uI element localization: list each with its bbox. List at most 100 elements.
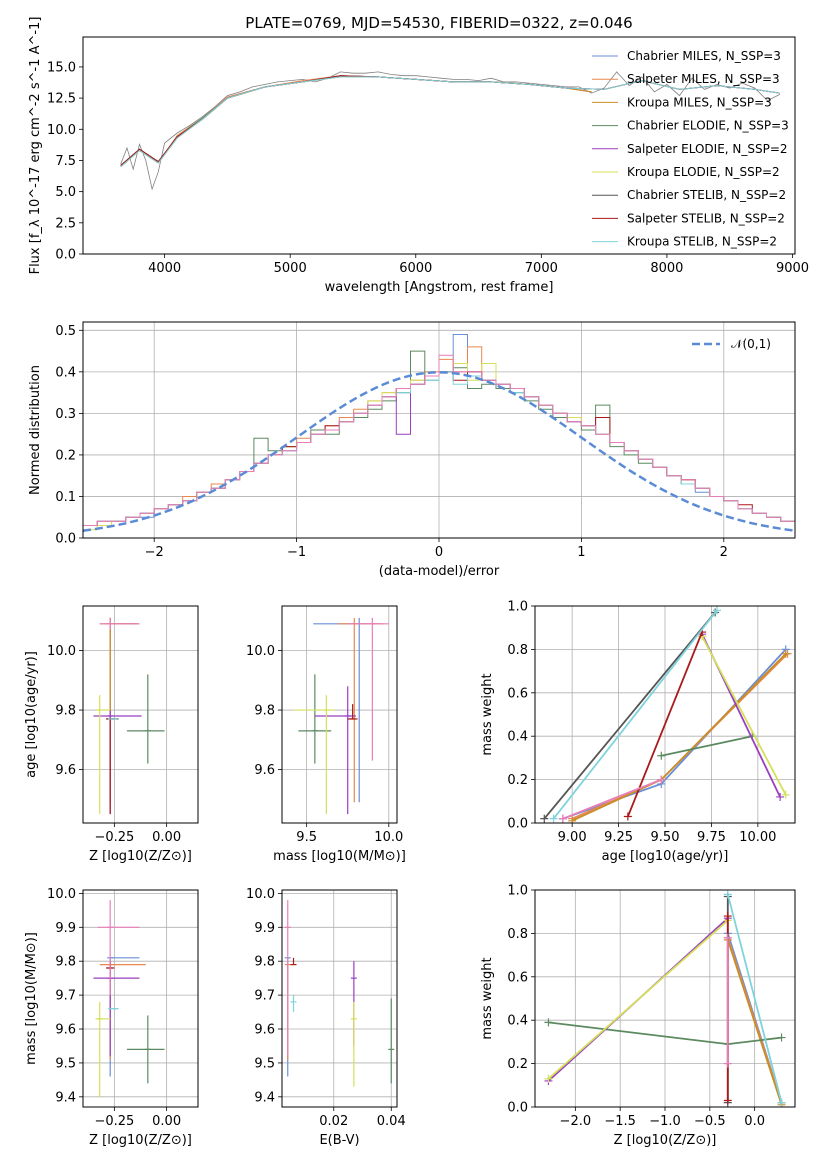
- y-tick-label: 2.5: [55, 216, 76, 231]
- x-axis-label: Z [log10(Z/Z⊙)]: [89, 849, 192, 864]
- model-spectrum-line: [120, 75, 592, 168]
- axes-frame: [82, 321, 796, 539]
- model-spectrum-line: [120, 76, 517, 168]
- weight-line: [701, 635, 787, 796]
- x-tick-label: −1: [287, 545, 306, 560]
- y-tick-label: 0.6: [507, 686, 528, 701]
- axes-weight_vs_Z: −2.0 −1.5 −1.0 −0.5 0.0 0.0 0.2 0.4 0.6 0.8 1.0 Z […: [480, 884, 796, 1148]
- y-tick-label: 0.0: [55, 248, 76, 263]
- chart-title: PLATE=0769, MJD=54530, FIBERID=0322, z=0…: [245, 14, 632, 32]
- y-tick-label: 9.6: [254, 1023, 275, 1038]
- y-tick-label: 9.6: [254, 763, 275, 778]
- y-tick-label: 0.0: [507, 1101, 528, 1116]
- legend-entry: Kroupa MILES, N_SSP=3: [627, 95, 772, 109]
- x-tick-label: −1.0: [649, 1114, 681, 1129]
- weight-line: [547, 919, 729, 1080]
- y-tick-label: 9.4: [254, 1090, 275, 1105]
- y-tick-label: 0.2: [507, 1057, 528, 1072]
- y-tick-label: 9.7: [55, 989, 76, 1004]
- weight-line: [726, 894, 783, 1103]
- x-tick-label: −0.5: [694, 1114, 726, 1129]
- x-tick-label: 9000: [776, 261, 809, 276]
- x-tick-label: 0.00: [152, 830, 181, 845]
- legend-entry: Salpeter STELIB, N_SSP=2: [627, 211, 785, 225]
- x-tick-label: 9.50: [651, 830, 680, 845]
- y-axis-label: mass [log10(M/M⊙)]: [24, 932, 39, 1065]
- y-tick-label: 1.0: [507, 884, 528, 899]
- model-spectrum-line: [120, 75, 592, 166]
- model-spectrum-line: [120, 76, 517, 168]
- x-tick-label: 9.00: [558, 830, 587, 845]
- x-axis-label: E(B-V): [319, 1133, 359, 1148]
- y-tick-label: 0.8: [507, 643, 528, 658]
- legend-entry: Chabrier MILES, N_SSP=3: [627, 49, 781, 63]
- x-tick-label: −0.25: [94, 830, 134, 845]
- axes-age_vs_mass: 9.5 10.0 9.6 9.8 10.0 mass [log10(M/M⊙)]: [246, 605, 406, 864]
- y-tick-label: 0.4: [507, 1014, 528, 1029]
- y-tick-label: 9.5: [254, 1056, 275, 1071]
- y-tick-label: 0.0: [507, 817, 528, 832]
- y-tick-label: 7.5: [55, 154, 76, 169]
- x-tick-label: 0.04: [377, 1114, 406, 1129]
- plus-marker: [777, 1098, 786, 1107]
- y-tick-label: 5.0: [55, 185, 76, 200]
- y-tick-label: 9.8: [55, 955, 76, 970]
- plot-area: [284, 900, 395, 1087]
- plot-area: [293, 617, 389, 815]
- x-tick-label: −2.0: [560, 1114, 592, 1129]
- axes-frame: [82, 605, 199, 824]
- y-tick-label: 10.0: [246, 644, 275, 659]
- weight-line: [543, 611, 716, 820]
- y-tick-label: 0.1: [55, 490, 76, 505]
- axes-frame: [534, 605, 796, 824]
- y-tick-label: 0.4: [55, 365, 76, 380]
- y-axis-label: age [log10(age/yr)]: [24, 651, 39, 778]
- y-tick-label: 9.8: [55, 704, 76, 719]
- plus-marker: [776, 792, 785, 801]
- x-tick-label: 10.0: [374, 830, 403, 845]
- weight-line: [627, 631, 703, 817]
- plus-marker: [558, 814, 567, 823]
- x-tick-label: −0.25: [94, 1114, 134, 1129]
- axes-age_vs_Z: −0.25 0.00 9.6 9.8 10.0 Z [log10(Z/Z⊙)] age [l…: [24, 605, 199, 864]
- model-spectrum-line: [120, 76, 592, 168]
- weight-line: [552, 609, 718, 820]
- y-tick-label: 12.5: [47, 92, 76, 107]
- plus-marker: [623, 812, 632, 821]
- plus-marker: [781, 649, 790, 658]
- x-tick-label: −2: [145, 545, 164, 560]
- plus-marker: [723, 1096, 732, 1105]
- gaussian-curve: [83, 371, 795, 532]
- y-tick-label: 0.3: [55, 407, 76, 422]
- y-tick-label: 1.0: [507, 600, 528, 615]
- x-axis-label: age [log10(age/yr)]: [602, 849, 729, 864]
- plot-area: [120, 71, 781, 191]
- y-tick-label: 10.0: [47, 887, 76, 902]
- plot-area: [83, 334, 795, 532]
- plus-marker: [713, 606, 721, 615]
- legend-entry: Chabrier STELIB, N_SSP=2: [627, 188, 786, 202]
- weight-line: [571, 653, 787, 822]
- y-axis-label: mass weight: [480, 673, 495, 755]
- y-axis-label: Flux [f_λ 10^-17 erg cm^-2 s^-1 A^-1]: [28, 17, 43, 275]
- plus-marker: [723, 912, 732, 921]
- model-spectrum-line: [120, 75, 517, 166]
- x-tick-label: 2: [720, 545, 728, 560]
- weight-line: [661, 735, 753, 757]
- y-tick-label: 15.0: [47, 60, 76, 75]
- y-tick-label: 9.5: [55, 1056, 76, 1071]
- axes-frame: [281, 889, 398, 1108]
- x-axis-label: (data-model)/error: [379, 564, 500, 579]
- y-tick-label: 0.4: [507, 730, 528, 745]
- y-tick-label: 0.2: [507, 773, 528, 788]
- y-tick-label: 0.5: [55, 324, 76, 339]
- plot-area: [540, 606, 792, 823]
- y-tick-label: 10.0: [47, 644, 76, 659]
- x-axis-label: mass [log10(M/M⊙)]: [273, 849, 406, 864]
- x-axis-label: wavelength [Angstrom, rest frame]: [325, 280, 554, 295]
- y-tick-label: 10.0: [47, 123, 76, 138]
- x-tick-label: 0.00: [152, 1114, 181, 1129]
- y-tick-label: 9.7: [254, 989, 275, 1004]
- weight-line: [562, 778, 662, 820]
